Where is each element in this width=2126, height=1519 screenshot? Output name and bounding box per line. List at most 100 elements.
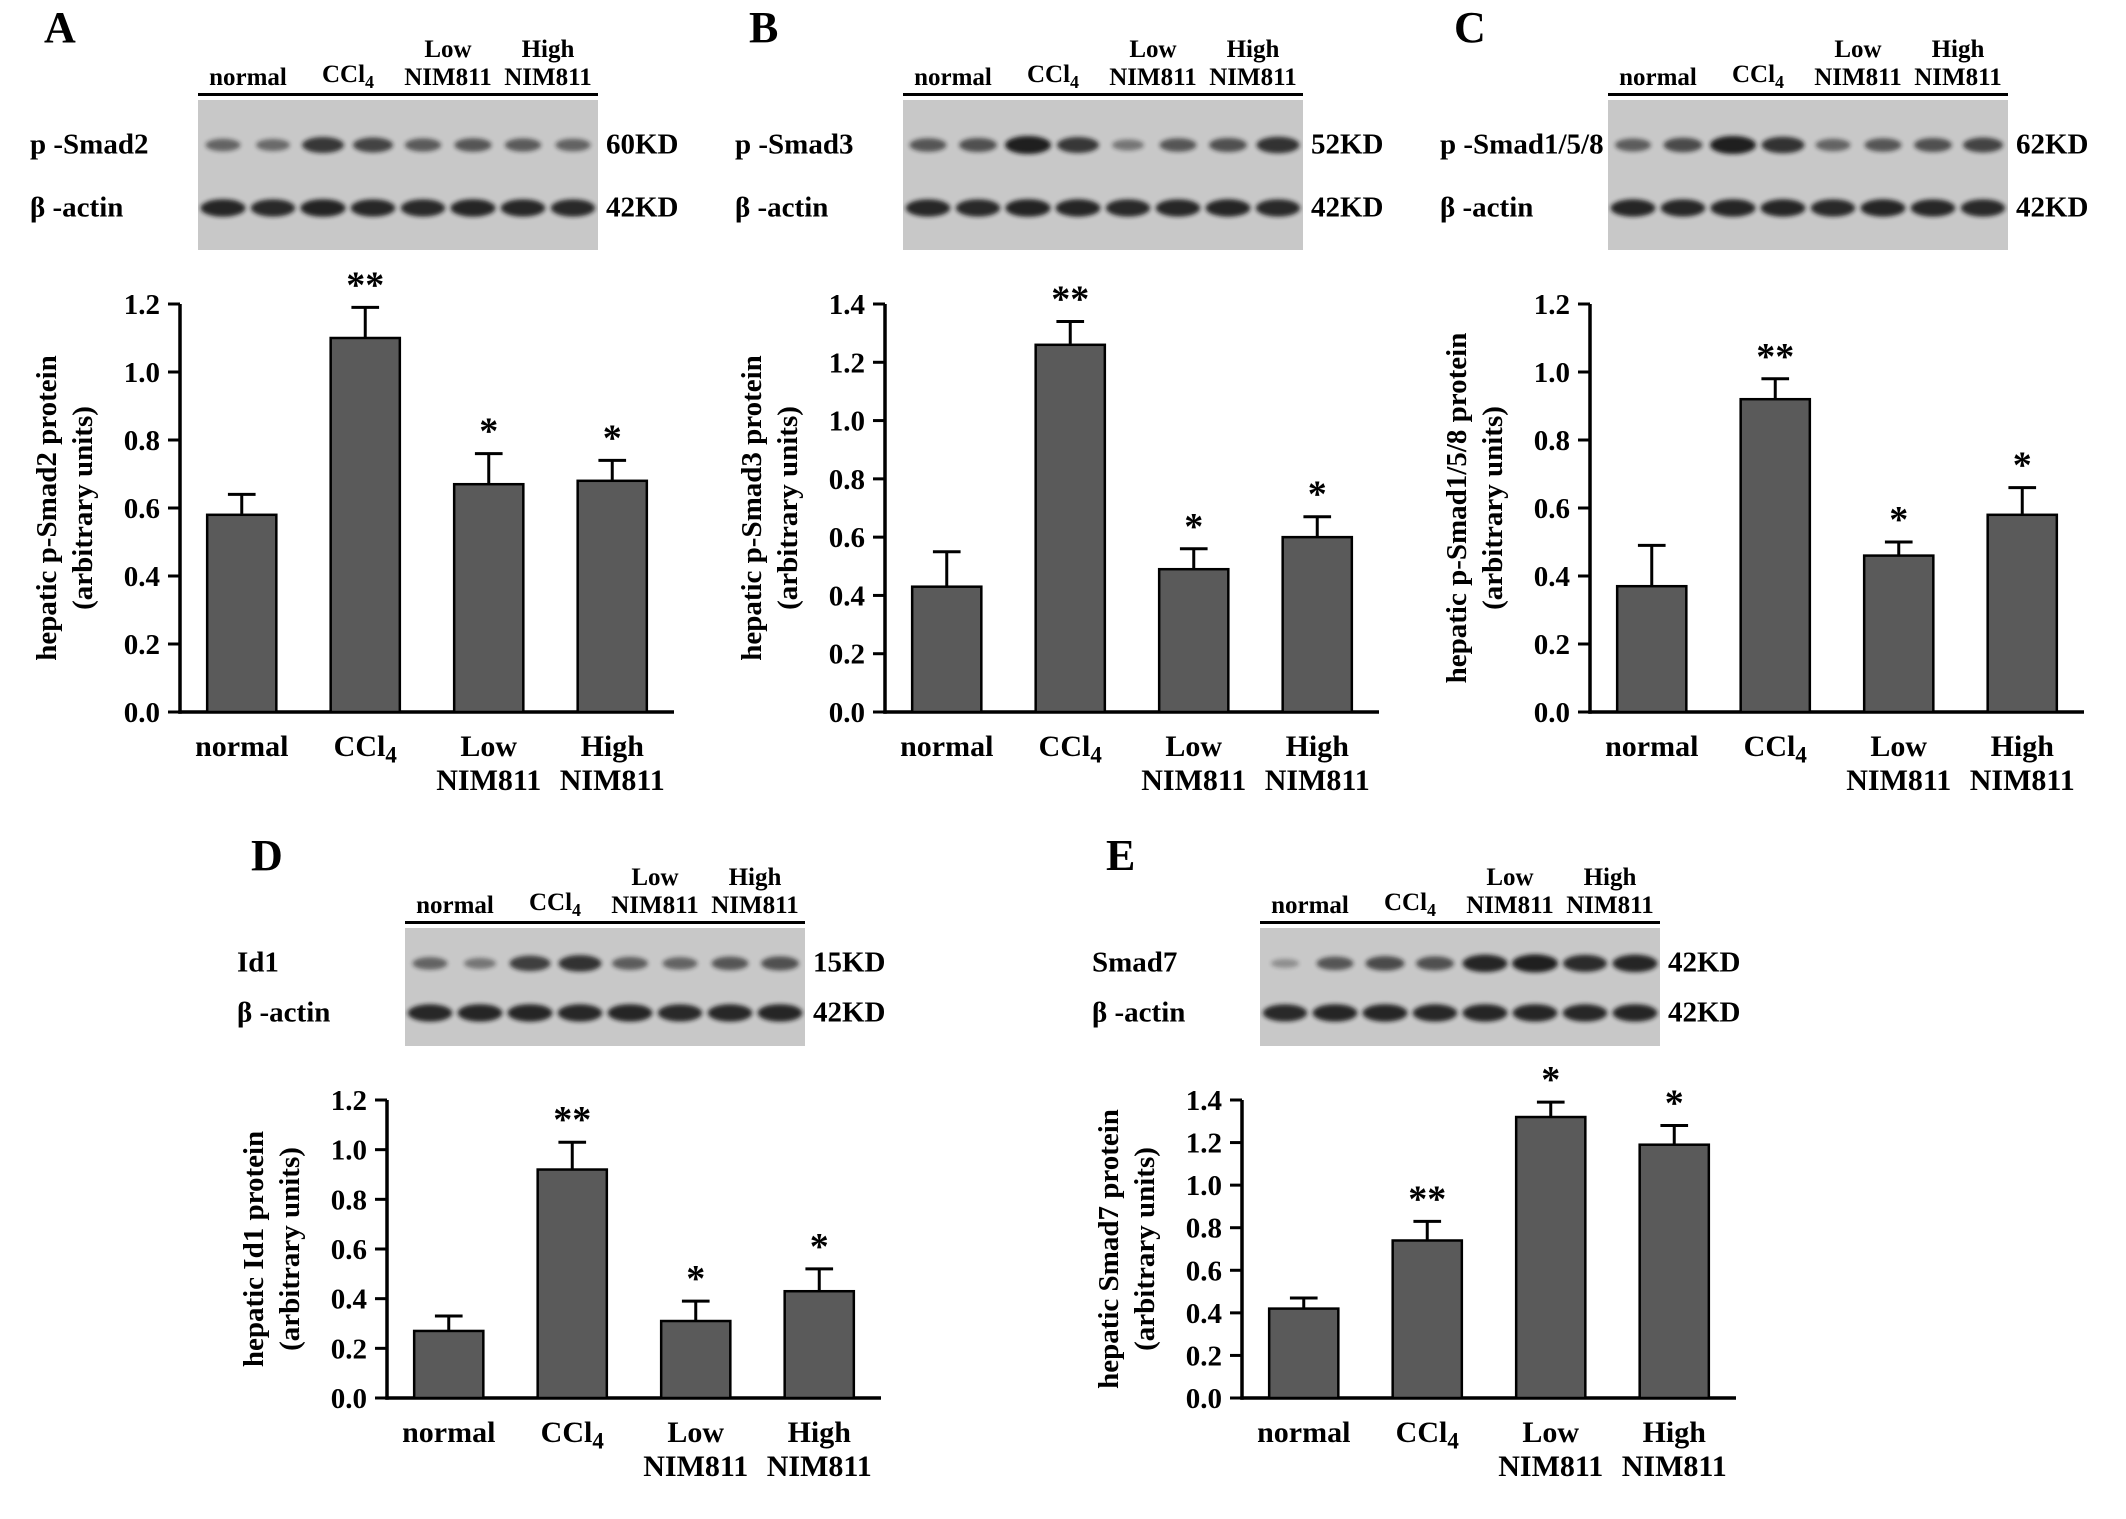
molecular-weight-label: 42KD	[1668, 946, 1741, 979]
blot-band	[555, 138, 591, 152]
x-category-label: NIM811	[436, 764, 541, 797]
y-tick-label: 0.6	[331, 1234, 367, 1266]
x-category-label: High	[581, 730, 645, 763]
significance-marker: *	[2013, 445, 2032, 487]
blot-group-labels: normal CCl4 Low NIM811 High NIM811	[1260, 838, 1660, 924]
panel-letter: E	[1106, 831, 1136, 880]
x-category-label: CCl4	[1039, 730, 1103, 768]
blot-band	[1710, 136, 1756, 154]
y-tick-label: 0.0	[124, 697, 160, 729]
x-category-label: NIM811	[1846, 764, 1951, 797]
protein-label: β -actin	[735, 191, 829, 224]
bar-chart: 0.0 0.2 0.4 0.6 0.8 1.0 1.2 1.4 normal ** CCl4 * Low…	[1093, 1059, 1736, 1483]
blot-band	[550, 199, 596, 217]
blot-band	[1512, 1004, 1558, 1022]
significance-marker: *	[1889, 499, 1908, 541]
blot-kd-labels: 52KD 42KD	[1303, 100, 1393, 250]
bar	[910, 585, 983, 714]
blot-band	[1362, 1004, 1408, 1022]
y-tick-label: 1.2	[1534, 289, 1570, 321]
blot-band	[1312, 1004, 1358, 1022]
lane-group-label: normal	[405, 892, 505, 924]
blot-band	[707, 1004, 753, 1022]
figure-panel: C p -Smad1/5/8 β -actin normal CCl4 Low NIM8…	[1438, 6, 2098, 820]
y-tick-label: 0.0	[331, 1383, 367, 1415]
panel-letter: A	[44, 3, 76, 52]
blot-right-column: 42KD 42KD	[1660, 838, 1750, 1046]
y-tick-label: 1.2	[331, 1085, 367, 1117]
western-blot: p -Smad1/5/8 β -actin normal CCl4 Low NIM811…	[1438, 10, 2098, 250]
blot-right-column: 62KD 42KD	[2008, 10, 2098, 250]
figure-panel: A p -Smad2 β -actin normal CCl4 Low NIM811 Hi…	[28, 6, 688, 820]
x-category-label: Low	[460, 730, 517, 763]
bar	[576, 479, 649, 714]
western-blot: Smad7 β -actin normal CCl4 Low NIM811 High NIM…	[1090, 838, 1750, 1046]
blot-film-image	[903, 100, 1303, 250]
figure-top-row: A p -Smad2 β -actin normal CCl4 Low NIM811 Hi…	[28, 6, 2098, 820]
protein-label: Smad7	[1092, 946, 1178, 979]
blot-band	[757, 1004, 803, 1022]
blot-band	[1105, 199, 1151, 217]
protein-label: p -Smad3	[735, 128, 854, 161]
bar-chart: 0.00.20.40.60.81.01.2normal**CCl4*LowNIM…	[238, 1085, 881, 1483]
molecular-weight-label: 60KD	[606, 128, 679, 161]
lane-group-label: normal	[198, 64, 298, 96]
lane-group-label: CCl4	[1003, 61, 1103, 96]
blot-band	[1760, 199, 1806, 217]
protein-label: β -actin	[1092, 996, 1186, 1029]
lane-group-label: High NIM811	[498, 36, 598, 96]
y-tick-label: 1.0	[829, 406, 865, 438]
y-axis-title: (arbitrary units)	[1129, 1147, 1161, 1351]
x-category-label: normal	[402, 1416, 495, 1449]
blot-band	[612, 956, 648, 970]
blot-band	[1914, 138, 1952, 152]
film-background	[198, 100, 598, 250]
x-category-label: NIM811	[1498, 1450, 1603, 1483]
y-tick-label: 0.0	[829, 697, 865, 729]
bar	[1739, 397, 1812, 714]
blot-band	[1512, 954, 1558, 973]
film-background	[903, 100, 1303, 250]
figure-panel: D Id1 β -actin normal CCl4 Low NIM811 High NIM…	[235, 834, 895, 1506]
bar	[412, 1329, 485, 1400]
y-axis-title: (arbitrary units)	[1477, 406, 1509, 610]
x-category-label: Low	[1522, 1416, 1579, 1449]
protein-label: β -actin	[237, 996, 331, 1029]
blot-band	[507, 1004, 553, 1022]
blot-middle-column: normal CCl4 Low NIM811 High NIM811	[405, 838, 805, 1046]
lane-group-label: CCl4	[1708, 61, 1808, 96]
lane-group-label: High NIM811	[705, 864, 805, 924]
blot-middle-column: normal CCl4 Low NIM811 High NIM811	[1260, 838, 1660, 1046]
blot-band	[1563, 954, 1607, 972]
significance-marker: *	[1665, 1083, 1684, 1125]
bar	[1034, 343, 1107, 714]
blot-band	[657, 1004, 703, 1022]
x-category-label: NIM811	[1622, 1450, 1727, 1483]
x-category-label: CCl4	[1396, 1416, 1460, 1454]
significance-marker: *	[1541, 1059, 1560, 1101]
bar	[536, 1168, 609, 1400]
blot-band	[1610, 199, 1656, 217]
lane-group-label: normal	[1260, 892, 1360, 924]
y-tick-label: 0.6	[1186, 1255, 1222, 1287]
bar	[205, 513, 278, 714]
y-axis-title: (arbitrary units)	[274, 1147, 306, 1351]
blot-band	[300, 199, 346, 217]
blot-band	[1815, 138, 1851, 152]
x-category-label: CCl4	[541, 1416, 605, 1454]
molecular-weight-label: 42KD	[2016, 191, 2089, 224]
x-category-label: NIM811	[1970, 764, 2075, 797]
y-tick-label: 0.0	[1534, 697, 1570, 729]
bar	[1514, 1115, 1587, 1400]
lane-group-label: CCl4	[505, 889, 605, 924]
blot-band	[1612, 954, 1658, 973]
blot-band	[955, 199, 1001, 217]
blot-band	[1057, 137, 1099, 153]
lane-group-label: Low NIM811	[1808, 36, 1908, 96]
bar	[783, 1289, 856, 1400]
y-tick-label: 1.2	[829, 347, 865, 379]
y-tick-label: 0.8	[829, 464, 865, 496]
bar-chart: 0.0 0.2 0.4 0.6 0.8 1.0 1.2 1.4 normal ** CCl4 * Low…	[736, 278, 1379, 797]
blot-band	[1710, 199, 1756, 217]
